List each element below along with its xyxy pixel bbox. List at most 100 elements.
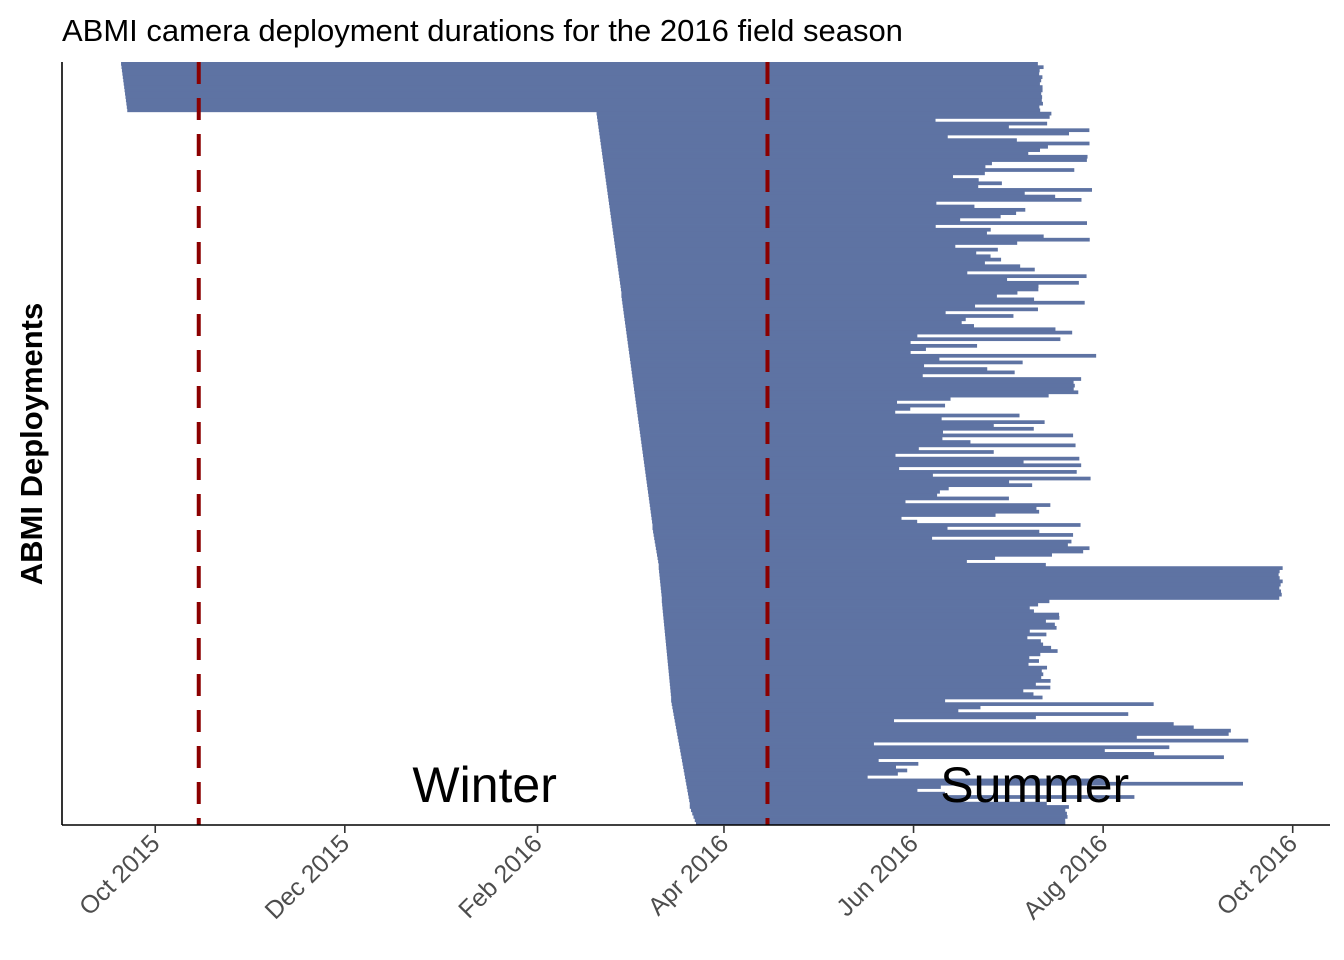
deployment-bar: [615, 247, 998, 252]
summer-label: Summer: [940, 757, 1129, 813]
deployment-bar: [654, 539, 1072, 544]
deployment-bar: [648, 496, 1009, 501]
deployment-bar: [628, 343, 978, 348]
deployment-bar: [661, 592, 1282, 597]
deployment-bar: [653, 529, 1040, 534]
deployment-bar: [623, 307, 1038, 312]
deployment-bar: [694, 818, 1066, 823]
deployment-bar: [603, 161, 992, 166]
deployment-bar: [624, 317, 966, 322]
deployment-bar: [670, 688, 1024, 693]
deployment-bar: [609, 207, 1026, 212]
deployment-bar: [599, 134, 948, 139]
deployment-bar: [631, 367, 988, 371]
deployment-bar: [681, 758, 879, 763]
deployment-bar: [649, 499, 906, 504]
deployment-bar: [616, 257, 1002, 262]
deployment-bar: [663, 619, 1046, 624]
deployment-bar: [684, 771, 898, 776]
deployment-bar: [674, 715, 1036, 720]
deployment-bar: [647, 489, 940, 494]
deployment-bar: [607, 188, 1093, 192]
deployment-bar: [663, 612, 1060, 617]
deployment-bar: [673, 712, 1129, 716]
deployment-bar: [661, 596, 1280, 600]
deployment-bars: [121, 62, 1283, 826]
deployment-bar: [655, 543, 1068, 547]
deployment-bar: [670, 685, 1051, 690]
deployment-bar: [626, 334, 918, 338]
deployment-bar: [606, 181, 1002, 186]
deployment-bar: [661, 599, 1050, 604]
deployment-bar: [598, 128, 1090, 133]
deployment-bar: [613, 234, 1044, 239]
deployment-bar: [665, 639, 1041, 643]
deployment-bar: [692, 811, 1067, 816]
deployment-bar: [665, 632, 1047, 637]
deployment-bar: [639, 430, 943, 434]
deployment-bar: [660, 582, 1281, 587]
x-tick-label: Feb 2016: [453, 829, 547, 923]
deployment-bar: [659, 572, 1279, 577]
deployment-bar: [639, 426, 1034, 431]
deployment-bar: [662, 602, 1039, 607]
deployment-bar: [643, 453, 896, 458]
deployment-bar: [610, 214, 1001, 219]
deployment-bar: [121, 62, 1038, 66]
deployment-bar: [658, 562, 1046, 567]
deployment-bar: [629, 353, 1097, 358]
x-tick-label: Oct 2016: [1211, 829, 1303, 921]
deployment-bar: [603, 164, 986, 169]
deployment-bar: [666, 649, 1058, 653]
deployment-bar: [628, 347, 926, 352]
deployment-bar: [637, 413, 1020, 418]
deployment-bar: [125, 91, 1042, 96]
deployment-bar: [651, 516, 902, 521]
deployment-bar: [678, 742, 874, 746]
deployment-bar: [630, 360, 1023, 365]
deployment-bar: [675, 722, 1174, 726]
deployment-bar: [645, 470, 1077, 474]
deployment-bar: [638, 416, 942, 421]
deployment-bar: [609, 204, 975, 209]
deployment-bar: [688, 795, 1135, 799]
deployment-bar: [636, 407, 911, 411]
deployment-bar: [638, 420, 1045, 424]
deployment-bar: [617, 264, 1021, 269]
deployment-bar: [630, 363, 925, 368]
y-axis-label: ABMI Deployments: [14, 303, 49, 585]
deployment-bar: [121, 68, 1040, 73]
x-tick-label: Apr 2016: [643, 829, 735, 921]
deployment-bar: [667, 655, 1030, 660]
deployment-bar: [646, 476, 1091, 481]
deployment-bar: [655, 546, 1090, 551]
deployment-bar: [602, 158, 1087, 162]
deployment-bar: [659, 569, 1280, 574]
deployment-bar: [638, 423, 994, 428]
deployment-bar: [614, 237, 1090, 242]
deployment-bar: [660, 586, 1280, 590]
deployment-bar: [624, 314, 1014, 318]
deployment-bar: [621, 290, 1018, 295]
deployment-bar: [620, 287, 1039, 292]
deployment-bar: [623, 310, 946, 315]
deployment-bar: [652, 526, 948, 531]
deployment-bar: [620, 284, 1039, 288]
deployment-bar: [661, 589, 1282, 594]
deployment-bar: [616, 254, 991, 259]
deployment-bar: [124, 88, 1043, 93]
x-tick-label: Aug 2016: [1018, 829, 1113, 924]
deployment-bar: [679, 745, 1170, 750]
deployment-bar: [648, 493, 938, 497]
deployment-bar: [597, 118, 936, 123]
deployment-bar: [687, 788, 918, 793]
deployment-bar: [610, 211, 1017, 215]
deployment-bar: [678, 738, 1249, 743]
axes: [61, 62, 1330, 826]
deployment-bar: [658, 566, 1283, 570]
deployment-bar: [612, 227, 991, 232]
deployment-bar: [619, 274, 1087, 279]
deployment-bar: [666, 652, 1041, 657]
deployment-bar: [597, 121, 1048, 126]
deployment-bar: [621, 297, 1035, 302]
